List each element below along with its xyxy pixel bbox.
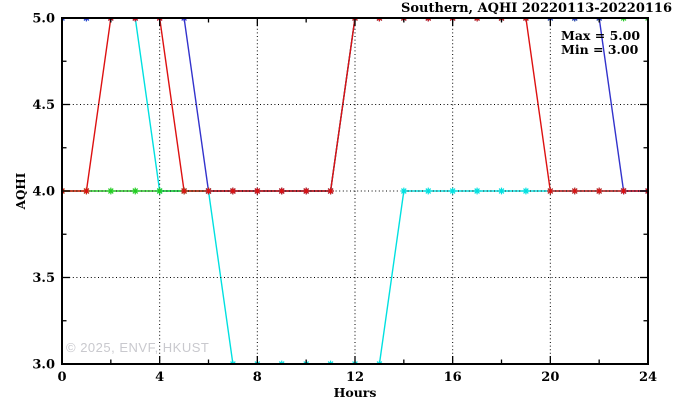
x-tick-label: 20: [541, 370, 559, 385]
chart-title: Southern, AQHI 20220113-20220116: [400, 1, 672, 16]
x-tick-label: 24: [639, 370, 657, 385]
x-tick-label: 0: [57, 370, 66, 385]
y-tick-label: 3.5: [32, 271, 55, 286]
watermark: © 2025, ENVF, HKUST: [66, 340, 210, 355]
min-annotation: Min = 3.00: [561, 41, 639, 57]
series-markers: [62, 18, 648, 364]
max-min-annotation: Max = 5.00 Min = 3.00: [561, 29, 640, 56]
axis-ticks: [61, 17, 649, 365]
x-tick-label: 12: [346, 370, 364, 385]
y-tick-label: 4.0: [32, 185, 55, 200]
y-tick-label: 4.5: [32, 98, 55, 113]
tick-labels: 0 4 8 12 16 20 24 3.0 3.5 4.0 4.5 5.0: [32, 12, 657, 386]
y-axis-title: AQHI: [14, 172, 28, 210]
x-tick-label: 8: [253, 370, 262, 385]
x-tick-label: 16: [444, 370, 462, 385]
y-tick-label: 5.0: [32, 12, 55, 27]
x-tick-label: 4: [155, 370, 164, 385]
max-annotation: Max = 5.00: [561, 28, 641, 43]
x-axis-title: Hours: [333, 385, 377, 400]
y-tick-label: 3.0: [32, 358, 55, 373]
